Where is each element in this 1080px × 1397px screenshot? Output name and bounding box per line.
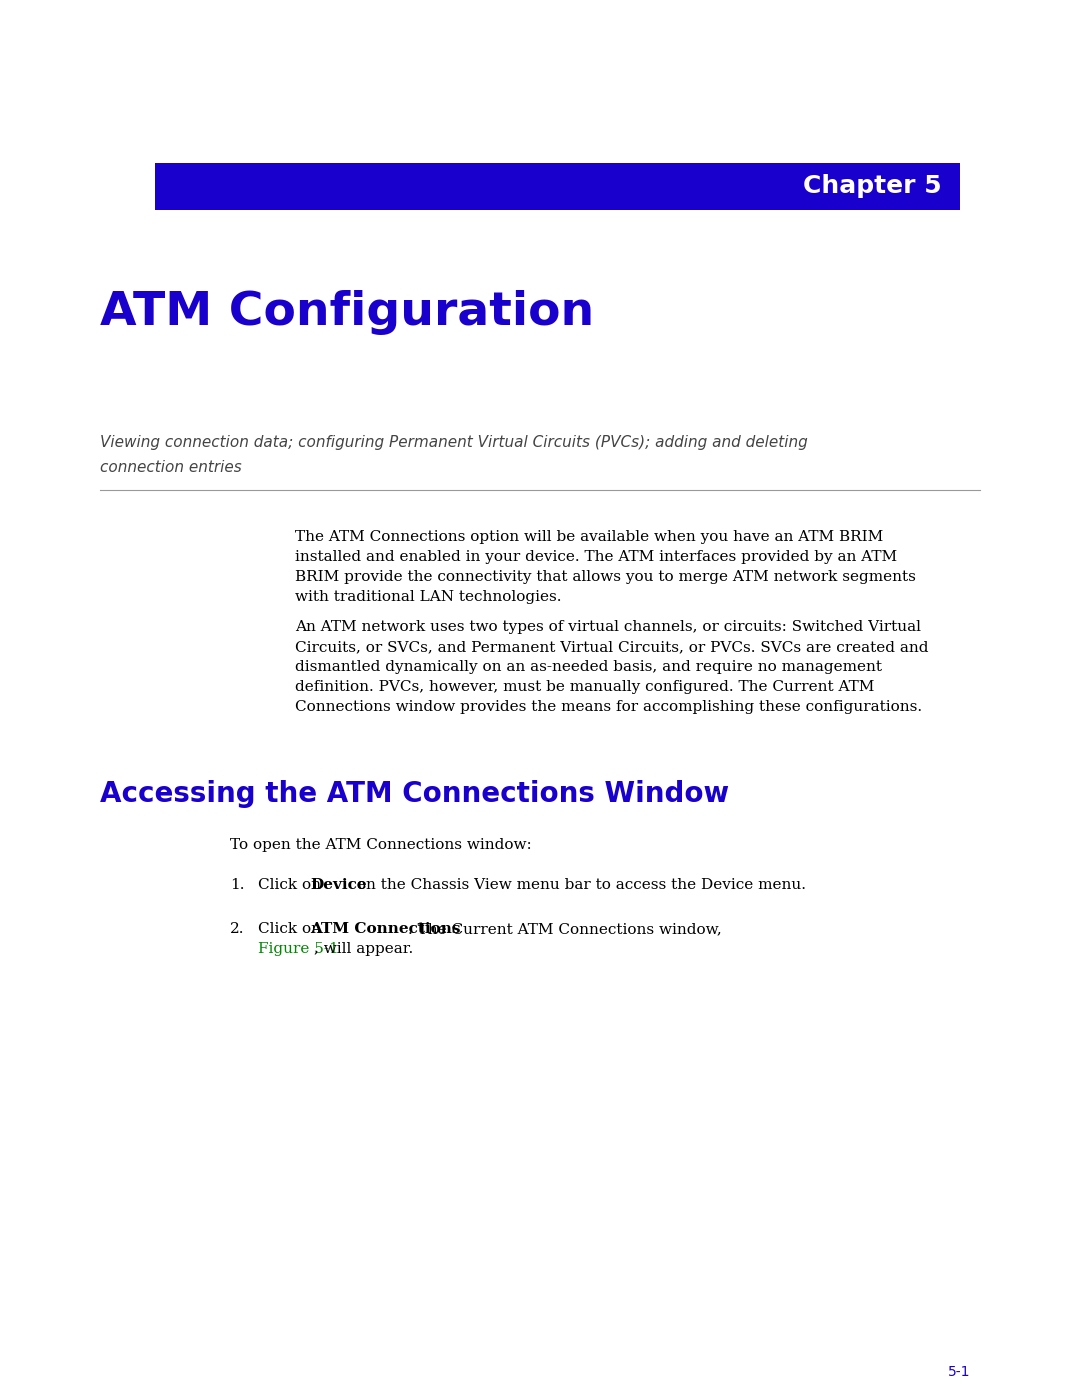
- Text: 2.: 2.: [230, 922, 244, 936]
- Text: Device: Device: [310, 877, 366, 893]
- Text: 5-1: 5-1: [947, 1365, 970, 1379]
- Bar: [156, 163, 960, 210]
- Text: connection entries: connection entries: [100, 460, 242, 475]
- Text: Figure 5-1: Figure 5-1: [258, 942, 339, 956]
- Text: An ATM network uses two types of virtual channels, or circuits: Switched Virtual: An ATM network uses two types of virtual…: [295, 620, 921, 634]
- Text: . The Current ATM Connections window,: . The Current ATM Connections window,: [408, 922, 721, 936]
- Text: Viewing connection data; configuring Permanent Virtual Circuits (PVCs); adding a: Viewing connection data; configuring Per…: [100, 434, 808, 450]
- Text: Click on: Click on: [258, 877, 326, 893]
- Text: Circuits, or SVCs, and Permanent Virtual Circuits, or PVCs. SVCs are created and: Circuits, or SVCs, and Permanent Virtual…: [295, 640, 929, 654]
- Text: BRIM provide the connectivity that allows you to merge ATM network segments: BRIM provide the connectivity that allow…: [295, 570, 916, 584]
- Text: with traditional LAN technologies.: with traditional LAN technologies.: [295, 590, 562, 604]
- Text: installed and enabled in your device. The ATM interfaces provided by an ATM: installed and enabled in your device. Th…: [295, 550, 897, 564]
- Text: , will appear.: , will appear.: [314, 942, 414, 956]
- Text: Accessing the ATM Connections Window: Accessing the ATM Connections Window: [100, 780, 729, 807]
- Text: ATM Configuration: ATM Configuration: [100, 291, 594, 335]
- Text: ATM Connections: ATM Connections: [310, 922, 460, 936]
- Text: definition. PVCs, however, must be manually configured. The Current ATM: definition. PVCs, however, must be manua…: [295, 680, 875, 694]
- Text: dismantled dynamically on an as-needed basis, and require no management: dismantled dynamically on an as-needed b…: [295, 659, 882, 673]
- Text: on the Chassis View menu bar to access the Device menu.: on the Chassis View menu bar to access t…: [352, 877, 806, 893]
- Text: To open the ATM Connections window:: To open the ATM Connections window:: [230, 838, 531, 852]
- Text: Chapter 5: Chapter 5: [804, 175, 942, 198]
- Text: The ATM Connections option will be available when you have an ATM BRIM: The ATM Connections option will be avail…: [295, 529, 883, 543]
- Text: Connections window provides the means for accomplishing these configurations.: Connections window provides the means fo…: [295, 700, 922, 714]
- Text: 1.: 1.: [230, 877, 244, 893]
- Text: Click on: Click on: [258, 922, 326, 936]
